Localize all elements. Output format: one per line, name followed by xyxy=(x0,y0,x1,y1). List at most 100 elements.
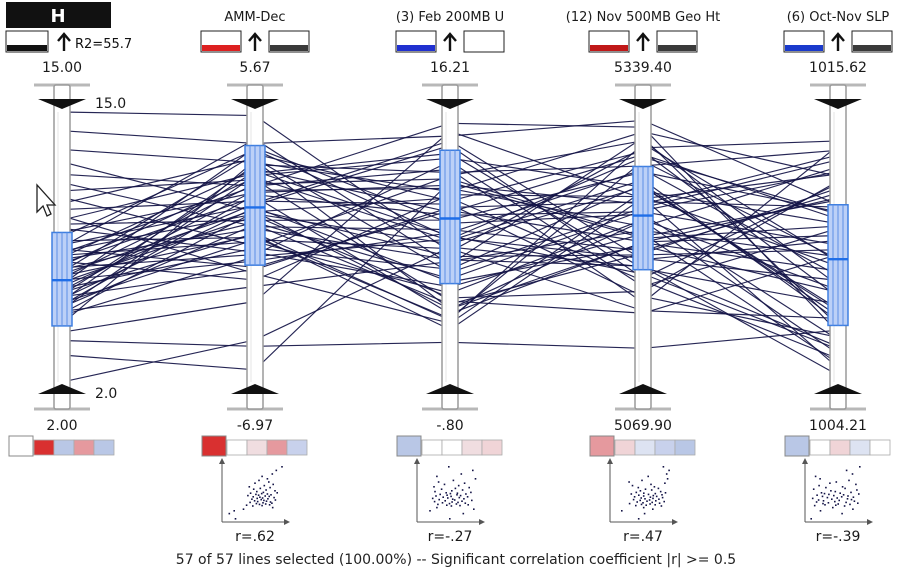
top-slider-handle[interactable] xyxy=(426,99,474,109)
scatter-point xyxy=(821,495,824,498)
top-slider-handle[interactable] xyxy=(38,99,86,109)
legend-swatch-main[interactable] xyxy=(8,435,34,457)
correlation-label: r=-.27 xyxy=(428,529,473,545)
legend-swatch[interactable] xyxy=(226,439,248,456)
legend-swatch-main[interactable] xyxy=(784,435,810,457)
selection-band[interactable] xyxy=(51,231,73,327)
scatter-point xyxy=(650,489,653,491)
legend-swatch[interactable] xyxy=(829,439,851,456)
up-arrow-icon[interactable] xyxy=(636,32,650,51)
color-selector-swatch xyxy=(785,45,823,51)
scatter-point xyxy=(473,508,475,510)
scatter-point xyxy=(464,502,467,504)
axis-min-label: -.80 xyxy=(436,418,463,434)
value-selector-box[interactable] xyxy=(463,30,505,53)
scatter-point xyxy=(818,484,820,487)
legend-swatch[interactable] xyxy=(634,439,656,456)
legend-swatch[interactable] xyxy=(53,439,75,456)
scatter-point xyxy=(833,494,835,497)
bottom-slider-handle[interactable] xyxy=(814,384,862,394)
legend-swatch[interactable] xyxy=(441,439,463,456)
scatter-point xyxy=(633,496,636,498)
scatter-point xyxy=(859,466,861,468)
value-selector-bar xyxy=(270,45,308,51)
scatter-point xyxy=(666,478,669,480)
color-legend[interactable] xyxy=(784,435,891,457)
up-arrow-icon[interactable] xyxy=(248,32,262,51)
mini-scatter-plot[interactable] xyxy=(219,458,290,525)
scatter-point xyxy=(436,506,438,509)
scatter-point xyxy=(640,497,642,499)
selection-band[interactable] xyxy=(632,165,654,271)
up-arrow-icon[interactable] xyxy=(57,32,71,51)
legend-swatch[interactable] xyxy=(246,439,268,456)
legend-swatch[interactable] xyxy=(481,439,503,456)
scatter-point xyxy=(847,495,849,497)
target-label-box[interactable] xyxy=(6,2,111,28)
color-legend[interactable] xyxy=(8,435,115,457)
axis-4: (6) Oct-Nov SLP 1015.62 1004.21 r=-.39 xyxy=(783,10,893,545)
scatter-point xyxy=(447,497,449,499)
scatter-point xyxy=(811,497,814,500)
scatter-point xyxy=(259,487,262,490)
legend-swatch[interactable] xyxy=(849,439,871,456)
legend-swatch[interactable] xyxy=(421,439,443,456)
up-arrow-icon[interactable] xyxy=(443,32,457,51)
scatter-point xyxy=(458,496,461,499)
mini-scatter-plot[interactable] xyxy=(607,458,678,525)
legend-swatch[interactable] xyxy=(73,439,95,456)
top-slider-handle[interactable] xyxy=(619,99,667,109)
scatter-point xyxy=(652,497,654,500)
scatter-point xyxy=(650,483,652,486)
legend-swatch[interactable] xyxy=(93,439,115,456)
up-arrow-icon[interactable] xyxy=(831,32,845,51)
selection-band[interactable] xyxy=(244,144,266,266)
scatter-point xyxy=(655,495,658,498)
mini-scatter-plot[interactable] xyxy=(414,458,485,525)
scatter-point xyxy=(455,503,458,505)
legend-swatch[interactable] xyxy=(809,439,831,456)
legend-swatch-main[interactable] xyxy=(589,435,615,457)
color-legend[interactable] xyxy=(396,435,503,457)
scatter-point xyxy=(269,486,271,489)
scatter-point xyxy=(466,496,469,498)
scatter-point xyxy=(824,504,826,506)
legend-swatch[interactable] xyxy=(674,439,696,456)
legend-swatch[interactable] xyxy=(266,439,288,456)
legend-swatch[interactable] xyxy=(654,439,676,456)
color-legend[interactable] xyxy=(589,435,696,457)
mini-scatter-x-arrow xyxy=(479,519,485,525)
color-legend[interactable] xyxy=(201,435,308,457)
scatter-point xyxy=(838,499,840,502)
bottom-slider-handle[interactable] xyxy=(231,384,279,394)
axis-min-label: -6.97 xyxy=(237,418,273,434)
legend-swatch-main[interactable] xyxy=(201,435,227,457)
bottom-slider-value: 2.0 xyxy=(95,386,117,402)
scatter-point xyxy=(642,506,645,509)
color-selector-swatch xyxy=(590,45,628,51)
scatter-point xyxy=(263,499,265,502)
legend-swatch[interactable] xyxy=(869,439,891,456)
scatter-point xyxy=(269,501,272,503)
bottom-slider-handle[interactable] xyxy=(426,384,474,394)
scatter-point xyxy=(826,496,829,499)
bottom-slider-handle[interactable] xyxy=(38,384,86,394)
mini-scatter-plot[interactable] xyxy=(802,458,873,525)
selection-band[interactable] xyxy=(827,204,849,327)
legend-swatch[interactable] xyxy=(614,439,636,456)
scatter-point xyxy=(456,494,458,496)
scatter-point xyxy=(271,506,274,509)
legend-swatch[interactable] xyxy=(286,439,308,456)
selection-band[interactable] xyxy=(439,149,461,285)
target-header[interactable]: H R2=55.7 xyxy=(5,2,132,53)
bottom-slider-handle[interactable] xyxy=(619,384,667,394)
legend-swatch[interactable] xyxy=(461,439,483,456)
legend-swatch-main[interactable] xyxy=(396,435,422,457)
legend-swatch[interactable] xyxy=(33,439,55,456)
correlation-label: r=.47 xyxy=(623,529,663,545)
top-slider-handle[interactable] xyxy=(814,99,862,109)
scatter-point xyxy=(837,503,839,505)
scatter-point xyxy=(245,504,248,506)
top-slider-handle[interactable] xyxy=(231,99,279,109)
scatter-point xyxy=(668,469,670,472)
